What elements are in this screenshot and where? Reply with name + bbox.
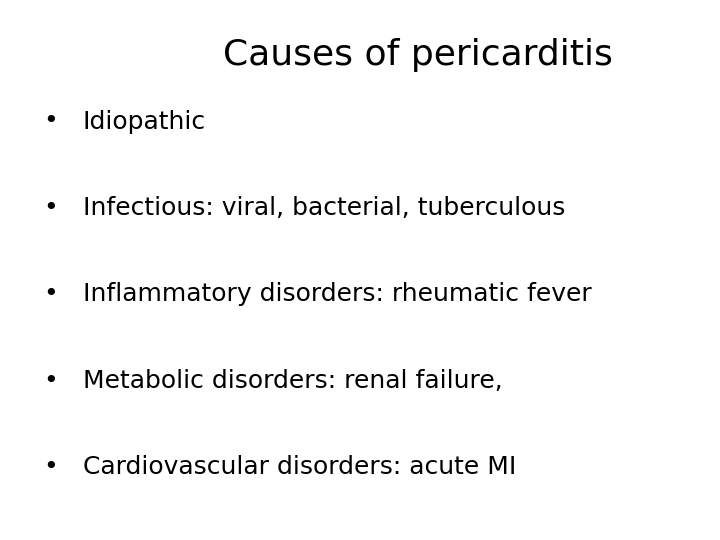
Text: •: • [43,282,58,306]
Text: Infectious: viral, bacterial, tuberculous: Infectious: viral, bacterial, tuberculou… [83,196,565,220]
Text: •: • [43,455,58,479]
Text: Causes of pericarditis: Causes of pericarditis [222,38,613,72]
Text: Metabolic disorders: renal failure,: Metabolic disorders: renal failure, [83,369,503,393]
Text: Cardiovascular disorders: acute MI: Cardiovascular disorders: acute MI [83,455,516,479]
Text: •: • [43,369,58,393]
Text: •: • [43,110,58,133]
Text: Idiopathic: Idiopathic [83,110,206,133]
Text: Inflammatory disorders: rheumatic fever: Inflammatory disorders: rheumatic fever [83,282,592,306]
Text: •: • [43,196,58,220]
